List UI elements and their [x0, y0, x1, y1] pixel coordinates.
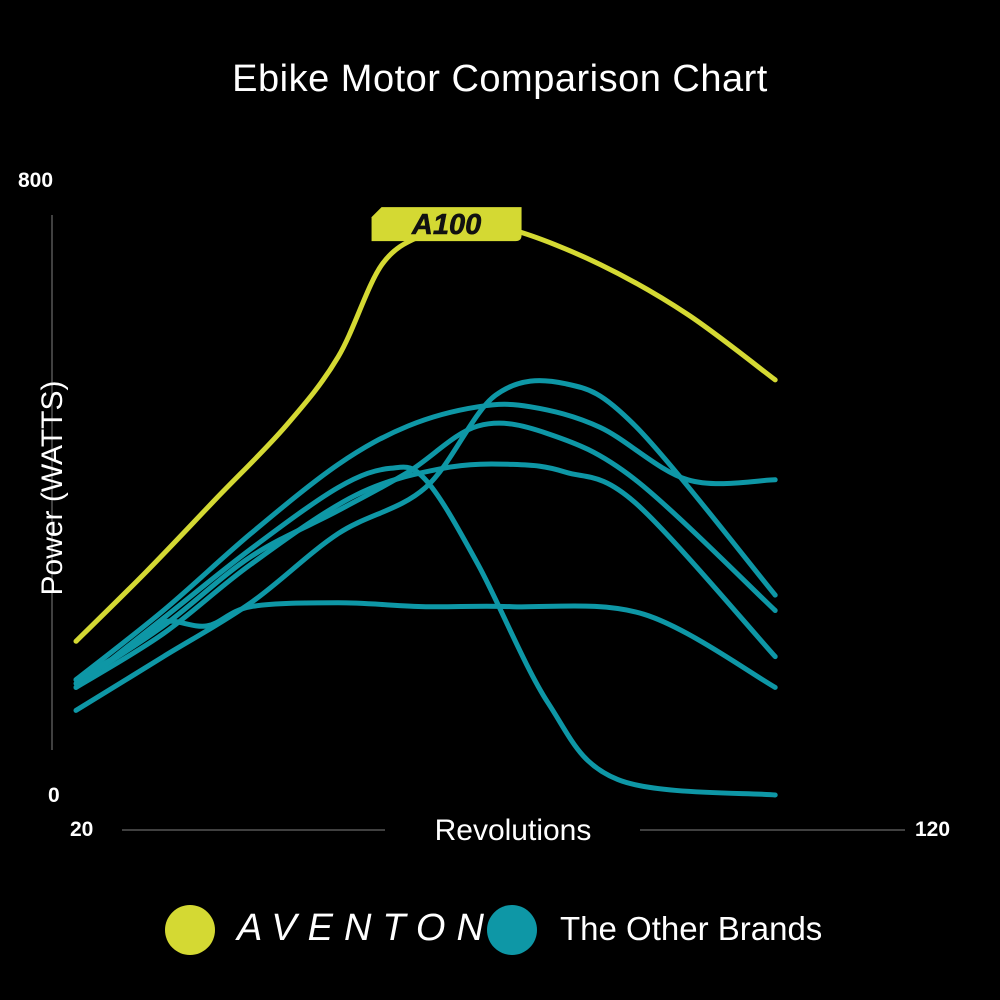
chart-area: 800 0 20 120 Revolutions Power (WATTS) A… [18, 169, 950, 847]
series-line-aventon [73, 222, 778, 644]
series-line-other-brand-6 [73, 378, 778, 713]
legend-swatch-aventon [165, 905, 215, 955]
legend: AVENTON The Other Brands [0, 900, 1000, 960]
y-tick-label-top: 800 [18, 169, 53, 192]
x-tick-label-left: 20 [70, 818, 93, 841]
legend-label-other-brands: The Other Brands [560, 910, 823, 947]
x-axis-title: Revolutions [435, 814, 592, 847]
chart-title: Ebike Motor Comparison Chart [232, 58, 768, 100]
legend-label-aventon: AVENTON [237, 907, 495, 949]
a100-label: A100 [411, 209, 481, 241]
annotation-layer: A100 [371, 207, 522, 242]
x-tick-label-right: 120 [915, 818, 950, 841]
series-line-other-brand-2 [73, 464, 778, 798]
series-line-other-brand-1 [73, 401, 778, 683]
legend-swatch-other-brands [487, 905, 537, 955]
series-line-other-brand-4 [73, 600, 778, 690]
series-layer [73, 222, 778, 798]
series-line-other-brand-5 [73, 461, 778, 690]
y-axis-title: Power (WATTS) [36, 381, 69, 596]
series-line-other-brand-3 [73, 420, 778, 686]
a100-badge [371, 207, 522, 242]
y-tick-label-bottom: 0 [48, 784, 60, 807]
